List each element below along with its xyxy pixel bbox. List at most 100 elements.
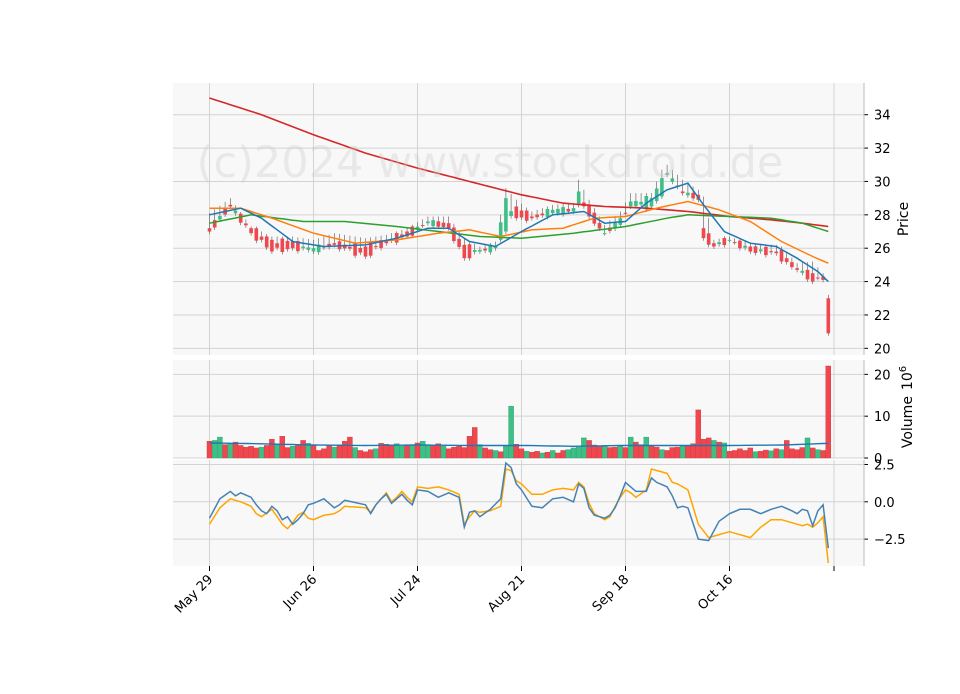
volume-bar: [555, 452, 561, 459]
oscillator-ytick-label: 2.5: [874, 458, 895, 473]
volume-bar: [628, 436, 634, 459]
candle-body: [680, 191, 685, 194]
volume-bar: [237, 445, 244, 459]
candle-body: [259, 236, 264, 240]
candle-body: [270, 239, 274, 252]
price-axis-label: Price: [896, 202, 912, 236]
volume-bar: [758, 451, 764, 459]
volume-label-text: Volume: [900, 396, 916, 448]
volume-scale-exponent: 6: [898, 366, 909, 372]
candle-body: [415, 226, 420, 230]
candle-body: [748, 246, 753, 252]
candle-body: [530, 216, 534, 219]
candle-body: [405, 231, 409, 237]
volume-bar: [586, 440, 592, 459]
volume-bar: [617, 445, 623, 459]
watermark: (c)2024 www.stockdroid.de: [197, 138, 784, 188]
candle-body: [462, 244, 467, 259]
candle-body: [410, 226, 415, 236]
volume-bar: [529, 451, 535, 459]
candle-body: [483, 248, 487, 251]
candle-body: [374, 246, 378, 248]
volume-bar: [331, 446, 337, 459]
candle-body: [602, 233, 607, 235]
candle-body: [316, 244, 321, 253]
candle-body: [457, 238, 461, 247]
price-ytick-label: 24: [874, 276, 891, 291]
volume-bar: [414, 442, 421, 459]
volume-bar: [804, 437, 811, 459]
candle-body: [363, 246, 368, 257]
volume-bar: [726, 451, 733, 459]
volume-bar: [305, 443, 311, 459]
candle-body: [654, 188, 659, 202]
price-panel: 20 22 24 26 28 30 32 34: [173, 83, 891, 357]
volume-bar: [492, 450, 499, 459]
candle-body: [732, 242, 737, 244]
oscillator-panel: −2.5 0.0 2.5: [173, 458, 906, 566]
volume-bar: [669, 447, 675, 459]
volume-bar: [326, 445, 332, 459]
candle-body: [436, 221, 441, 227]
volume-bar: [737, 448, 743, 459]
volume-bar: [518, 448, 525, 459]
candle-body: [795, 268, 799, 270]
volume-bar: [570, 447, 577, 459]
candle-body: [519, 210, 524, 218]
volume-bar: [446, 448, 452, 459]
candle-body: [774, 251, 779, 254]
volume-bar: [565, 449, 571, 459]
candle-body: [233, 210, 238, 214]
volume-bar: [456, 445, 462, 459]
volume-bar: [383, 444, 389, 459]
candle-body: [597, 222, 602, 229]
candle-body: [550, 209, 555, 214]
candle-body: [706, 233, 711, 245]
volume-bar: [503, 446, 509, 459]
oscillator-ytick-label: −2.5: [874, 533, 906, 548]
candle-body: [478, 249, 482, 252]
volume-bar: [264, 445, 270, 459]
price-ytick-label: 28: [874, 209, 891, 224]
volume-bar: [227, 443, 234, 459]
candles: [207, 164, 831, 336]
volume-bar: [477, 444, 483, 459]
candle-body: [769, 251, 773, 253]
volume-bar: [300, 440, 306, 459]
volume-ytick-label: 0: [874, 452, 882, 467]
volume-bar: [430, 445, 436, 459]
volume-bar: [607, 447, 613, 459]
candle-body: [717, 242, 721, 245]
volume-bar: [654, 446, 660, 459]
price-ytick-label: 20: [874, 342, 891, 357]
volume-bar: [420, 441, 426, 459]
candle-body: [561, 207, 565, 215]
candle-body: [805, 269, 810, 280]
volume-bar: [664, 450, 670, 459]
volume-bar: [243, 446, 249, 459]
volume-bar: [258, 446, 265, 459]
candle-body: [280, 238, 285, 252]
candle-body: [452, 227, 456, 242]
svg-text:Volume106: Volume 106: [898, 366, 916, 448]
candle-body: [467, 244, 472, 259]
candle-body: [779, 249, 784, 262]
volume-bar: [404, 445, 410, 459]
candle-body: [368, 242, 373, 256]
x-tick-label: Oct 16: [695, 572, 736, 613]
candle-body: [738, 240, 742, 249]
oscillator-ytick-label: 0.0: [874, 496, 895, 511]
volume-bar: [576, 446, 582, 459]
candle-body: [327, 243, 331, 248]
candle-body: [498, 222, 503, 240]
volume-bar: [321, 448, 327, 459]
candle-body: [686, 192, 690, 196]
price-ytick-label: 26: [874, 242, 891, 257]
x-tick-label: Jul 24: [387, 572, 424, 609]
volume-bar: [336, 445, 343, 459]
volume-bar: [279, 436, 285, 459]
volume-bar: [763, 449, 769, 459]
volume-bar: [560, 450, 566, 459]
volume-bar: [352, 447, 358, 459]
x-tick-label: May 29: [172, 572, 216, 616]
